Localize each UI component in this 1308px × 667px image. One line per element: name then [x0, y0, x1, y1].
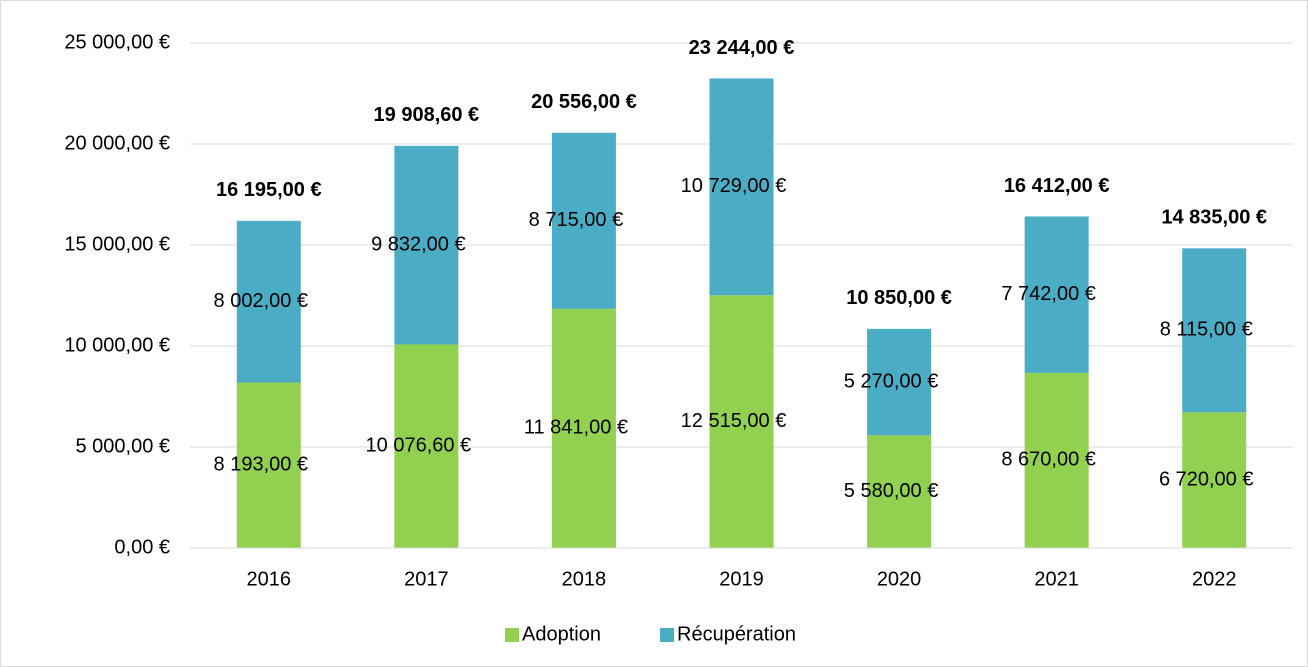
y-tick-label: 25 000,00 €	[64, 31, 170, 53]
value-label: 7 742,00 €	[1001, 283, 1096, 305]
bar-segment	[551, 308, 616, 548]
value-label: 11 841,00 €	[524, 417, 628, 439]
value-label: 8 670,00 €	[1001, 449, 1096, 471]
bar-segment	[551, 132, 616, 309]
y-tick-label: 10 000,00 €	[64, 334, 170, 356]
value-label: 5 270,00 €	[844, 370, 939, 392]
x-tick-label: 2022	[1192, 568, 1237, 590]
bar-segment	[709, 295, 774, 548]
legend-label: Récupération	[677, 623, 796, 645]
value-label: 12 515,00 €	[681, 410, 787, 432]
value-label: 10 729,00 €	[681, 175, 787, 197]
bar-segment	[1182, 412, 1247, 548]
bar-segment	[394, 145, 459, 345]
bar-segment	[236, 382, 301, 548]
value-label: 8 002,00 €	[214, 290, 309, 312]
value-label: 8 715,00 €	[529, 209, 624, 231]
bar-segment	[867, 328, 932, 436]
x-tick-label: 2021	[1034, 568, 1079, 590]
bar-segment	[1024, 372, 1089, 548]
y-tick-label: 20 000,00 €	[64, 132, 170, 154]
value-label: 10 076,60 €	[366, 435, 472, 457]
bar-segment	[709, 78, 774, 296]
bar-segment	[867, 435, 932, 548]
value-label: 9 832,00 €	[371, 233, 466, 255]
total-label: 16 195,00 €	[216, 179, 322, 201]
y-tick-label: 15 000,00 €	[64, 233, 170, 255]
total-label: 14 835,00 €	[1161, 207, 1267, 229]
total-label: 20 556,00 €	[531, 91, 637, 113]
y-tick-label: 5 000,00 €	[75, 435, 170, 457]
total-label: 23 244,00 €	[689, 37, 795, 59]
total-label: 10 850,00 €	[846, 287, 952, 309]
value-label: 8 193,00 €	[214, 454, 309, 476]
x-tick-label: 2017	[404, 568, 449, 590]
bar-segment	[394, 344, 459, 548]
total-label: 16 412,00 €	[1004, 175, 1110, 197]
legend-swatch	[660, 628, 674, 642]
x-tick-label: 2016	[247, 568, 292, 590]
total-label: 19 908,60 €	[374, 104, 480, 126]
legend-label: Adoption	[522, 623, 601, 645]
value-label: 6 720,00 €	[1159, 468, 1254, 490]
value-label: 5 580,00 €	[844, 480, 939, 502]
bar-segment	[1024, 216, 1089, 373]
x-tick-label: 2020	[877, 568, 922, 590]
y-tick-label: 0,00 €	[114, 536, 170, 558]
x-tick-label: 2019	[719, 568, 764, 590]
bar-segment	[1182, 248, 1247, 413]
x-tick-label: 2018	[562, 568, 607, 590]
value-label: 8 115,00 €	[1160, 319, 1253, 341]
legend-swatch	[505, 628, 519, 642]
bar-segment	[236, 220, 301, 383]
